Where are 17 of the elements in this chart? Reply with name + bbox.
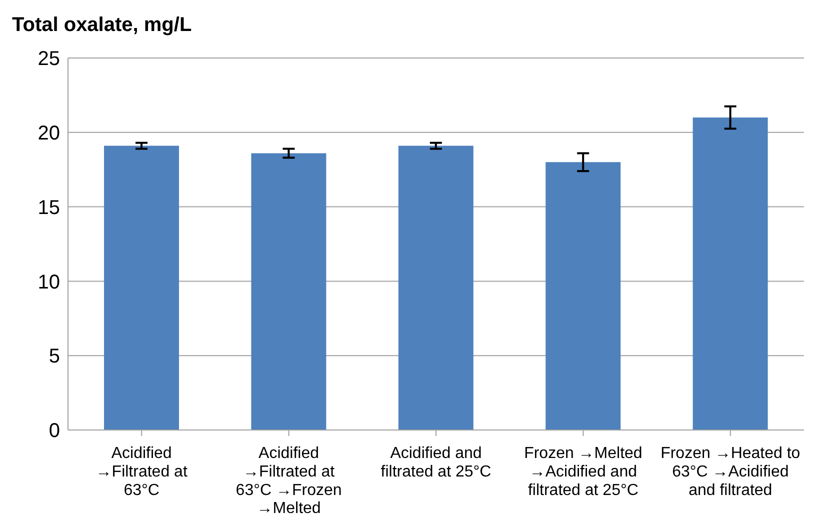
x-tick-label: Acidified and filtrated at 25°C (380, 445, 492, 480)
bar (251, 153, 326, 430)
y-tick-label: 20 (38, 122, 60, 144)
x-tick-label: Frozen →Heated to 63°C →Acidified and filtrated (660, 445, 800, 499)
y-tick-label: 25 (38, 48, 60, 70)
y-tick-label: 0 (48, 420, 60, 442)
y-tick-label: 15 (38, 196, 60, 219)
bar (546, 162, 621, 430)
bar (398, 146, 474, 430)
y-tick-label: 10 (38, 271, 60, 294)
x-tick-label: Frozen →Melted →Acidified and filtrated at 25°C (524, 445, 642, 499)
x-tick-label: Acidified →Filtrated at 63°C (96, 445, 188, 499)
x-tick-label: Acidified →Filtrated at 63°C →Frozen →Melted (236, 445, 342, 518)
y-tick-label: 5 (48, 346, 60, 368)
bar (692, 118, 768, 430)
bar (104, 146, 179, 430)
y-axis-title: Total oxalate, mg/L (12, 14, 192, 37)
